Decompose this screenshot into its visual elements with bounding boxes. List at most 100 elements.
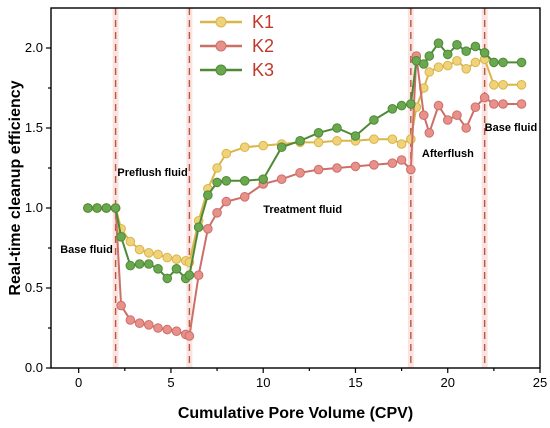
data-point-k3 bbox=[313, 128, 324, 138]
data-point-k3 bbox=[110, 203, 121, 213]
data-point-k1 bbox=[221, 148, 232, 159]
data-point-k1 bbox=[153, 249, 163, 260]
y-tick-label: 0.5 bbox=[25, 280, 43, 295]
data-point-k2 bbox=[295, 168, 305, 178]
data-point-k2 bbox=[418, 110, 429, 120]
data-point-k1 bbox=[406, 134, 416, 144]
x-tick-label: 15 bbox=[348, 375, 362, 390]
x-tick-label: 0 bbox=[75, 375, 82, 390]
data-point-k3 bbox=[239, 176, 250, 186]
data-point-k1 bbox=[212, 163, 222, 173]
data-point-k1 bbox=[162, 252, 173, 263]
data-point-k2 bbox=[134, 318, 145, 329]
data-point-k2 bbox=[276, 174, 287, 184]
y-tick-label: 1.5 bbox=[25, 120, 43, 135]
data-point-k1 bbox=[369, 134, 379, 144]
data-point-k1 bbox=[516, 80, 527, 90]
legend-marker-k3 bbox=[215, 64, 227, 76]
data-point-k1 bbox=[452, 56, 462, 66]
data-point-k3 bbox=[92, 203, 102, 213]
data-point-k3 bbox=[258, 174, 269, 184]
legend-label-k3: K3 bbox=[252, 60, 274, 80]
x-tick-label: 20 bbox=[441, 375, 455, 390]
stage-annotation: Base fluid bbox=[485, 122, 538, 134]
data-point-k2 bbox=[212, 208, 222, 218]
data-point-k2 bbox=[203, 224, 213, 234]
data-point-k3 bbox=[134, 259, 145, 269]
data-point-k3 bbox=[442, 49, 453, 60]
data-point-k3 bbox=[489, 57, 499, 68]
data-point-k1 bbox=[424, 67, 435, 77]
data-point-k3 bbox=[295, 136, 305, 146]
data-point-k1 bbox=[470, 57, 481, 68]
plot-frame bbox=[50, 7, 541, 369]
data-point-k2 bbox=[442, 115, 453, 125]
x-tick-label: 5 bbox=[167, 375, 174, 390]
data-point-k2 bbox=[116, 300, 126, 311]
legend-label-k1: K1 bbox=[252, 12, 274, 32]
data-point-k2 bbox=[461, 123, 471, 133]
data-point-k3 bbox=[162, 273, 173, 284]
x-tick-label: 25 bbox=[533, 375, 547, 390]
data-point-k1 bbox=[171, 254, 182, 265]
data-point-k2 bbox=[162, 324, 173, 335]
data-point-k2 bbox=[406, 164, 416, 175]
data-point-k2 bbox=[125, 315, 136, 325]
data-point-k2 bbox=[433, 100, 444, 111]
y-tick-label: 1.0 bbox=[25, 200, 43, 215]
data-point-k3 bbox=[116, 232, 126, 242]
data-point-k1 bbox=[332, 136, 342, 146]
data-point-k3 bbox=[101, 203, 112, 213]
x-tick-label: 10 bbox=[256, 375, 270, 390]
stage-annotation: Afterflush bbox=[422, 148, 474, 160]
x-axis-title: Cumulative Pore Volume (CPV) bbox=[178, 405, 413, 422]
data-point-k1 bbox=[461, 64, 471, 74]
stage-annotation: Preflush fluid bbox=[117, 167, 187, 179]
data-point-k2 bbox=[153, 323, 163, 333]
data-point-k3 bbox=[470, 41, 481, 52]
data-point-k3 bbox=[332, 123, 342, 133]
data-point-k3 bbox=[221, 176, 232, 186]
data-point-k1 bbox=[239, 142, 250, 152]
data-point-k3 bbox=[144, 259, 154, 269]
data-point-k1 bbox=[489, 80, 499, 90]
series-line-k1 bbox=[87, 57, 522, 264]
data-point-k3 bbox=[276, 142, 287, 152]
data-point-k1 bbox=[396, 139, 407, 149]
stage-annotation: Base fluid bbox=[60, 244, 113, 256]
data-point-k1 bbox=[433, 62, 444, 72]
data-point-k3 bbox=[125, 260, 136, 271]
data-point-k3 bbox=[424, 51, 435, 61]
data-point-k2 bbox=[387, 158, 398, 168]
data-point-k1 bbox=[442, 60, 453, 71]
data-point-k2 bbox=[479, 92, 490, 103]
data-point-k1 bbox=[387, 134, 398, 144]
data-point-k3 bbox=[479, 48, 490, 58]
data-point-k3 bbox=[498, 57, 508, 68]
data-point-k2 bbox=[470, 102, 481, 112]
data-point-k3 bbox=[203, 190, 213, 200]
data-point-k1 bbox=[125, 236, 136, 247]
data-point-k3 bbox=[516, 57, 527, 68]
data-point-k2 bbox=[498, 99, 508, 109]
legend-marker-k2 bbox=[215, 40, 227, 52]
data-point-k2 bbox=[424, 128, 435, 138]
data-point-k1 bbox=[144, 248, 154, 258]
data-point-k3 bbox=[171, 264, 182, 274]
data-point-k1 bbox=[498, 80, 508, 90]
data-point-k3 bbox=[193, 222, 204, 232]
data-point-k2 bbox=[313, 164, 324, 175]
y-tick-label: 2.0 bbox=[25, 40, 43, 55]
data-point-k3 bbox=[387, 104, 398, 114]
data-point-k2 bbox=[221, 196, 232, 207]
data-point-k2 bbox=[144, 320, 154, 330]
data-point-k2 bbox=[332, 163, 342, 173]
data-point-k3 bbox=[350, 131, 361, 141]
data-point-k2 bbox=[184, 331, 195, 341]
data-point-k3 bbox=[83, 203, 93, 213]
data-point-k3 bbox=[369, 115, 379, 125]
data-point-k3 bbox=[461, 46, 471, 57]
data-point-k3 bbox=[418, 59, 429, 69]
data-point-k3 bbox=[212, 177, 222, 188]
